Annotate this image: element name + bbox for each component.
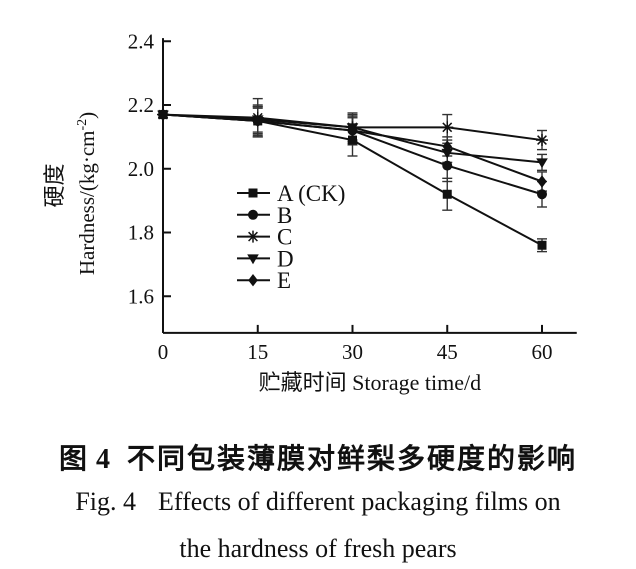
y-tick-label: 2.0 bbox=[128, 157, 154, 181]
legend-marker-D bbox=[247, 254, 259, 265]
y-axis-title-en: Hardness/(kg·cm-2) bbox=[75, 112, 99, 275]
x-tick-label: 0 bbox=[158, 340, 169, 364]
axes bbox=[162, 38, 577, 334]
legend-label-D: D bbox=[277, 246, 294, 271]
y-axis-ticks: 1.6 1.8 2.0 2.2 2.4 bbox=[128, 29, 171, 308]
caption-zh-title: 不同包装薄膜对鲜梨多硬度的影响 bbox=[127, 444, 578, 475]
legend-label-B: B bbox=[277, 203, 292, 228]
caption-english-line2: the hardness of fresh pears bbox=[0, 534, 636, 564]
legend-marker-A (CK) bbox=[248, 188, 258, 198]
x-tick-label: 30 bbox=[342, 340, 363, 364]
legend-label-A (CK): A (CK) bbox=[277, 181, 345, 206]
caption-en-figure-number: Fig. 4 bbox=[75, 487, 137, 516]
caption-zh-figure-number: 图 4 bbox=[58, 444, 111, 475]
legend-marker-B bbox=[248, 209, 258, 220]
x-tick-label: 45 bbox=[437, 340, 458, 364]
caption-en-title-part1: Effects of different packaging films on bbox=[158, 487, 561, 516]
y-tick-label: 1.6 bbox=[128, 284, 154, 308]
x-tick-label: 60 bbox=[532, 340, 553, 364]
series-E bbox=[158, 108, 547, 188]
y-axis-title-zh: 硬度 bbox=[42, 163, 67, 207]
legend-marker-C bbox=[247, 230, 259, 243]
legend-label-E: E bbox=[277, 268, 291, 293]
x-axis-title: 贮藏时间 Storage time/d bbox=[259, 370, 481, 395]
x-tick-label: 15 bbox=[247, 340, 268, 364]
caption-english-line1: Fig. 4 Effects of different packaging fil… bbox=[0, 487, 636, 517]
y-tick-label: 1.8 bbox=[128, 221, 154, 245]
legend-label-C: C bbox=[277, 225, 292, 250]
caption-chinese: 图 4 不同包装薄膜对鲜梨多硬度的影响 bbox=[0, 437, 636, 477]
x-axis-ticks: 0 15 30 45 60 bbox=[158, 324, 553, 364]
hardness-line-chart: 1.6 1.8 2.0 2.2 2.4 0 15 30 45 60 贮藏时间 Storage tim… bbox=[42, 29, 577, 395]
legend-marker-E bbox=[248, 274, 258, 287]
y-tick-label: 2.2 bbox=[128, 93, 154, 117]
caption-en-title-part2: the hardness of fresh pears bbox=[179, 534, 457, 563]
y-tick-label: 2.4 bbox=[128, 29, 155, 53]
